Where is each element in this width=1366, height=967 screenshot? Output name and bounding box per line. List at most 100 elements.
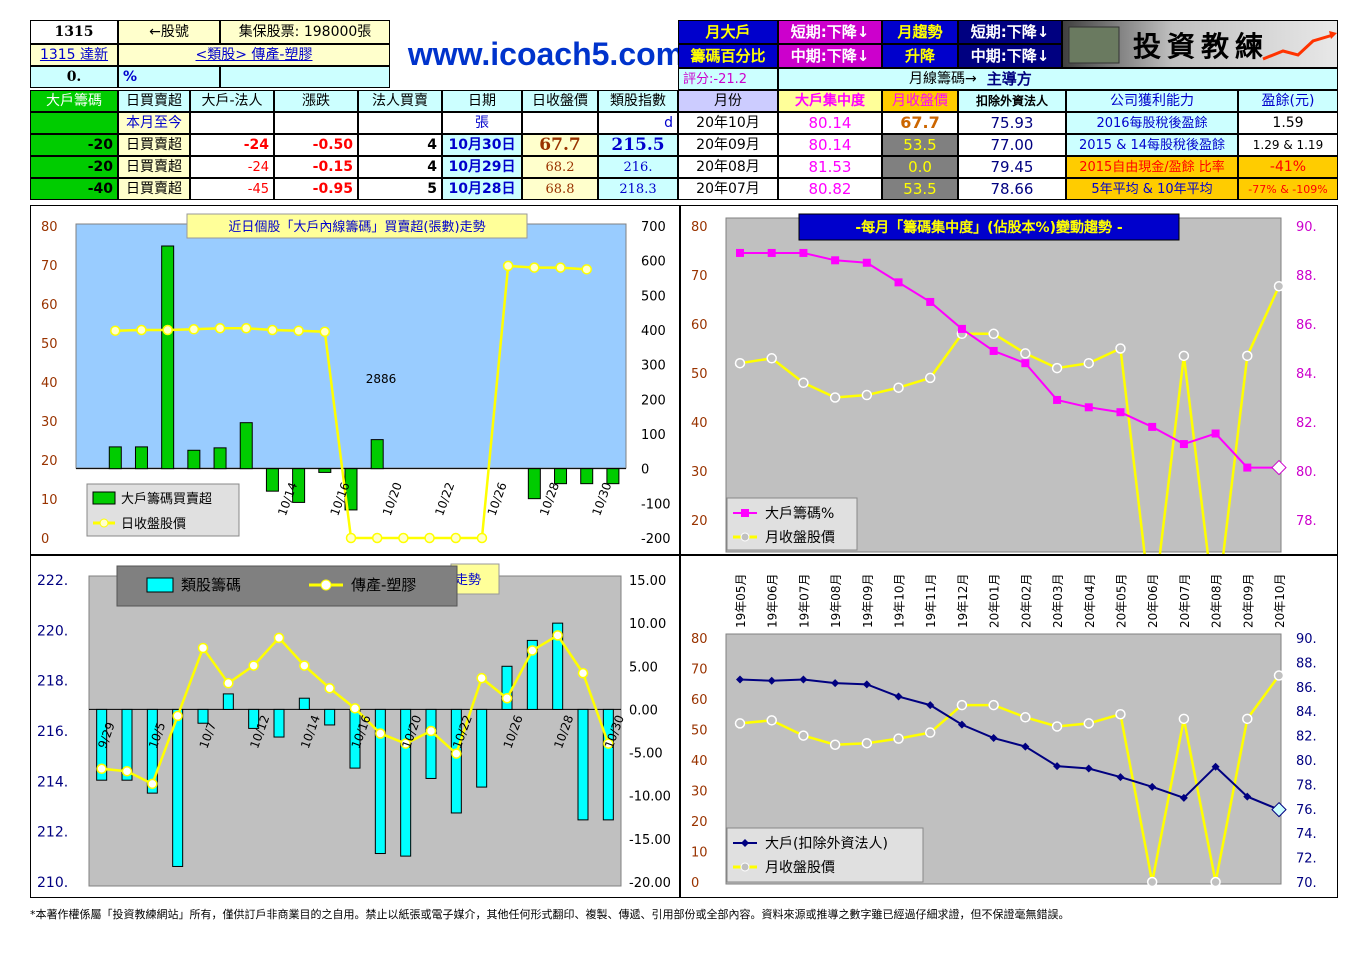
right-tick-label: 78. bbox=[1296, 778, 1317, 793]
sector-chip-bar bbox=[248, 708, 260, 729]
left-table-header: 漲跌 bbox=[274, 90, 358, 112]
right-table-cell: 80.14 bbox=[778, 134, 882, 156]
x-tick-label: 19年11月 bbox=[924, 573, 938, 628]
right-tick-label: -200 bbox=[641, 532, 671, 547]
legend-marker bbox=[741, 839, 749, 847]
sector-index-point bbox=[603, 738, 614, 749]
x-tick-label: 10/30 bbox=[589, 480, 614, 517]
sector-index-point bbox=[501, 693, 513, 704]
left-table-cell: -40 bbox=[30, 178, 118, 200]
legend-label: 大戶(扣除外資法人) bbox=[765, 836, 888, 852]
left-table-cell: 4 bbox=[358, 156, 442, 178]
sector-chip-bar bbox=[602, 708, 614, 821]
left-table-cell: 日買賣超 bbox=[118, 134, 190, 156]
right-table-cell: 81.53 bbox=[778, 156, 882, 178]
price-point bbox=[956, 699, 968, 711]
x-tick-label: 20年04月 bbox=[1083, 573, 1097, 628]
chip-bar bbox=[292, 468, 306, 503]
left-tick-label: 214. bbox=[37, 774, 68, 790]
stock-code-label: ←股號 bbox=[118, 20, 220, 44]
left-tick-label: 30 bbox=[691, 785, 708, 800]
price-point bbox=[1020, 348, 1031, 359]
legend-marker bbox=[740, 532, 750, 542]
concentration-point bbox=[1053, 395, 1062, 404]
price-point bbox=[766, 353, 777, 364]
concentration-point bbox=[831, 256, 840, 265]
sector-chip-bar bbox=[273, 708, 285, 738]
concentration-point bbox=[1179, 440, 1188, 449]
price-point bbox=[1083, 357, 1095, 369]
left-table-cell: -0.95 bbox=[274, 178, 358, 200]
left-table-header: 日期 bbox=[442, 90, 522, 112]
left-tick-label: 220. bbox=[37, 623, 68, 639]
right-tick-label: 80. bbox=[1296, 754, 1317, 769]
x-tick-label: 10/26 bbox=[485, 480, 510, 517]
copyright-footer: *本著作權係屬「投資教練網站」所有，僅供訂戶非商業目的之自用。禁止以紙張或電子媒… bbox=[30, 908, 1070, 921]
right-tick-label: 76. bbox=[1296, 803, 1317, 818]
left-tick-label: 210. bbox=[37, 875, 68, 891]
left-table-header: 日買賣超 bbox=[118, 90, 190, 112]
category-link[interactable]: <類股> 傳產-塑膠 bbox=[118, 44, 390, 66]
major-holder-line bbox=[739, 678, 1280, 811]
left-tick-label: 40 bbox=[41, 376, 58, 391]
chip-bar bbox=[318, 468, 332, 473]
sector-chip-bar bbox=[172, 708, 184, 867]
left-table-subrow-cell: 本月至今 bbox=[118, 112, 190, 134]
annotation: 2886 bbox=[366, 372, 397, 386]
major-holder-point bbox=[957, 720, 966, 729]
major-holder-point bbox=[1021, 742, 1030, 751]
sector-index-point bbox=[223, 677, 234, 689]
x-tick-label: 20年01月 bbox=[988, 573, 1002, 628]
price-point bbox=[734, 718, 746, 729]
left-table-header: 大戶-法人 bbox=[190, 90, 274, 112]
price-point bbox=[450, 532, 462, 544]
right-tick-label: 70. bbox=[1296, 876, 1317, 891]
left-table-cell: -24 bbox=[190, 134, 274, 156]
right-table-cell: 53.5 bbox=[882, 134, 958, 156]
x-tick-label: 10/20 bbox=[380, 480, 405, 517]
chip-bar bbox=[527, 468, 541, 500]
sector-chip-bar bbox=[526, 639, 538, 710]
site-url[interactable]: www.icoach5.com bbox=[407, 35, 685, 72]
chip-pct-label: 籌碼百分比 bbox=[678, 44, 778, 68]
sector-chip-bar bbox=[222, 693, 234, 710]
right-tick-label: -15.00 bbox=[629, 833, 671, 848]
sector-index-point bbox=[299, 660, 310, 671]
major-holder-point bbox=[1084, 764, 1093, 773]
right-tick-label: 0.00 bbox=[629, 703, 658, 718]
concentration-point bbox=[926, 297, 935, 306]
price-point bbox=[240, 323, 252, 334]
concentration-point bbox=[736, 248, 744, 257]
sector-index-point bbox=[349, 703, 361, 714]
right-tick-label: 0 bbox=[641, 463, 649, 478]
chart-title: -每月「籌碼集中度」(佔股本%)變動趨勢 - bbox=[855, 219, 1123, 236]
price-point bbox=[1146, 876, 1158, 888]
stock-name[interactable]: 1315 達新 bbox=[30, 44, 118, 66]
left-table-subrow-cell bbox=[30, 112, 118, 134]
chip-bar bbox=[161, 245, 175, 470]
right-table-cell: 2016每股稅後盈餘 bbox=[1066, 112, 1238, 134]
price-point bbox=[345, 532, 357, 544]
right-tick-label: -20.00 bbox=[629, 876, 671, 891]
right-tick-label: 82. bbox=[1296, 416, 1317, 431]
concentration-point bbox=[957, 324, 966, 333]
major-holder-point bbox=[989, 734, 998, 743]
pct-value: 0. bbox=[30, 66, 118, 88]
price-point bbox=[1210, 876, 1221, 888]
header-panel: 1315 ←股號 集保股票: 198000張 1315 達新 <類股> 傳產-塑… bbox=[30, 20, 1338, 205]
right-table-cell: 53.5 bbox=[882, 178, 958, 200]
price-point bbox=[267, 324, 278, 336]
left-table-cell: 215.5 bbox=[598, 134, 678, 156]
price-point bbox=[893, 733, 904, 744]
left-tick-label: 70 bbox=[691, 269, 708, 284]
major-holder-point bbox=[1148, 782, 1157, 791]
price-point bbox=[829, 739, 841, 750]
chart-title: 近日個股「大戶內線籌碼」買賣超(張數)走勢 bbox=[228, 219, 485, 235]
price-point bbox=[861, 389, 873, 401]
sector-index-point bbox=[425, 725, 437, 737]
concentration-point bbox=[1116, 408, 1125, 417]
x-tick-label: 19年12月 bbox=[956, 573, 970, 628]
right-tick-label: 86. bbox=[1296, 681, 1317, 696]
major-holder-point bbox=[1053, 762, 1062, 771]
price-point bbox=[319, 326, 331, 337]
